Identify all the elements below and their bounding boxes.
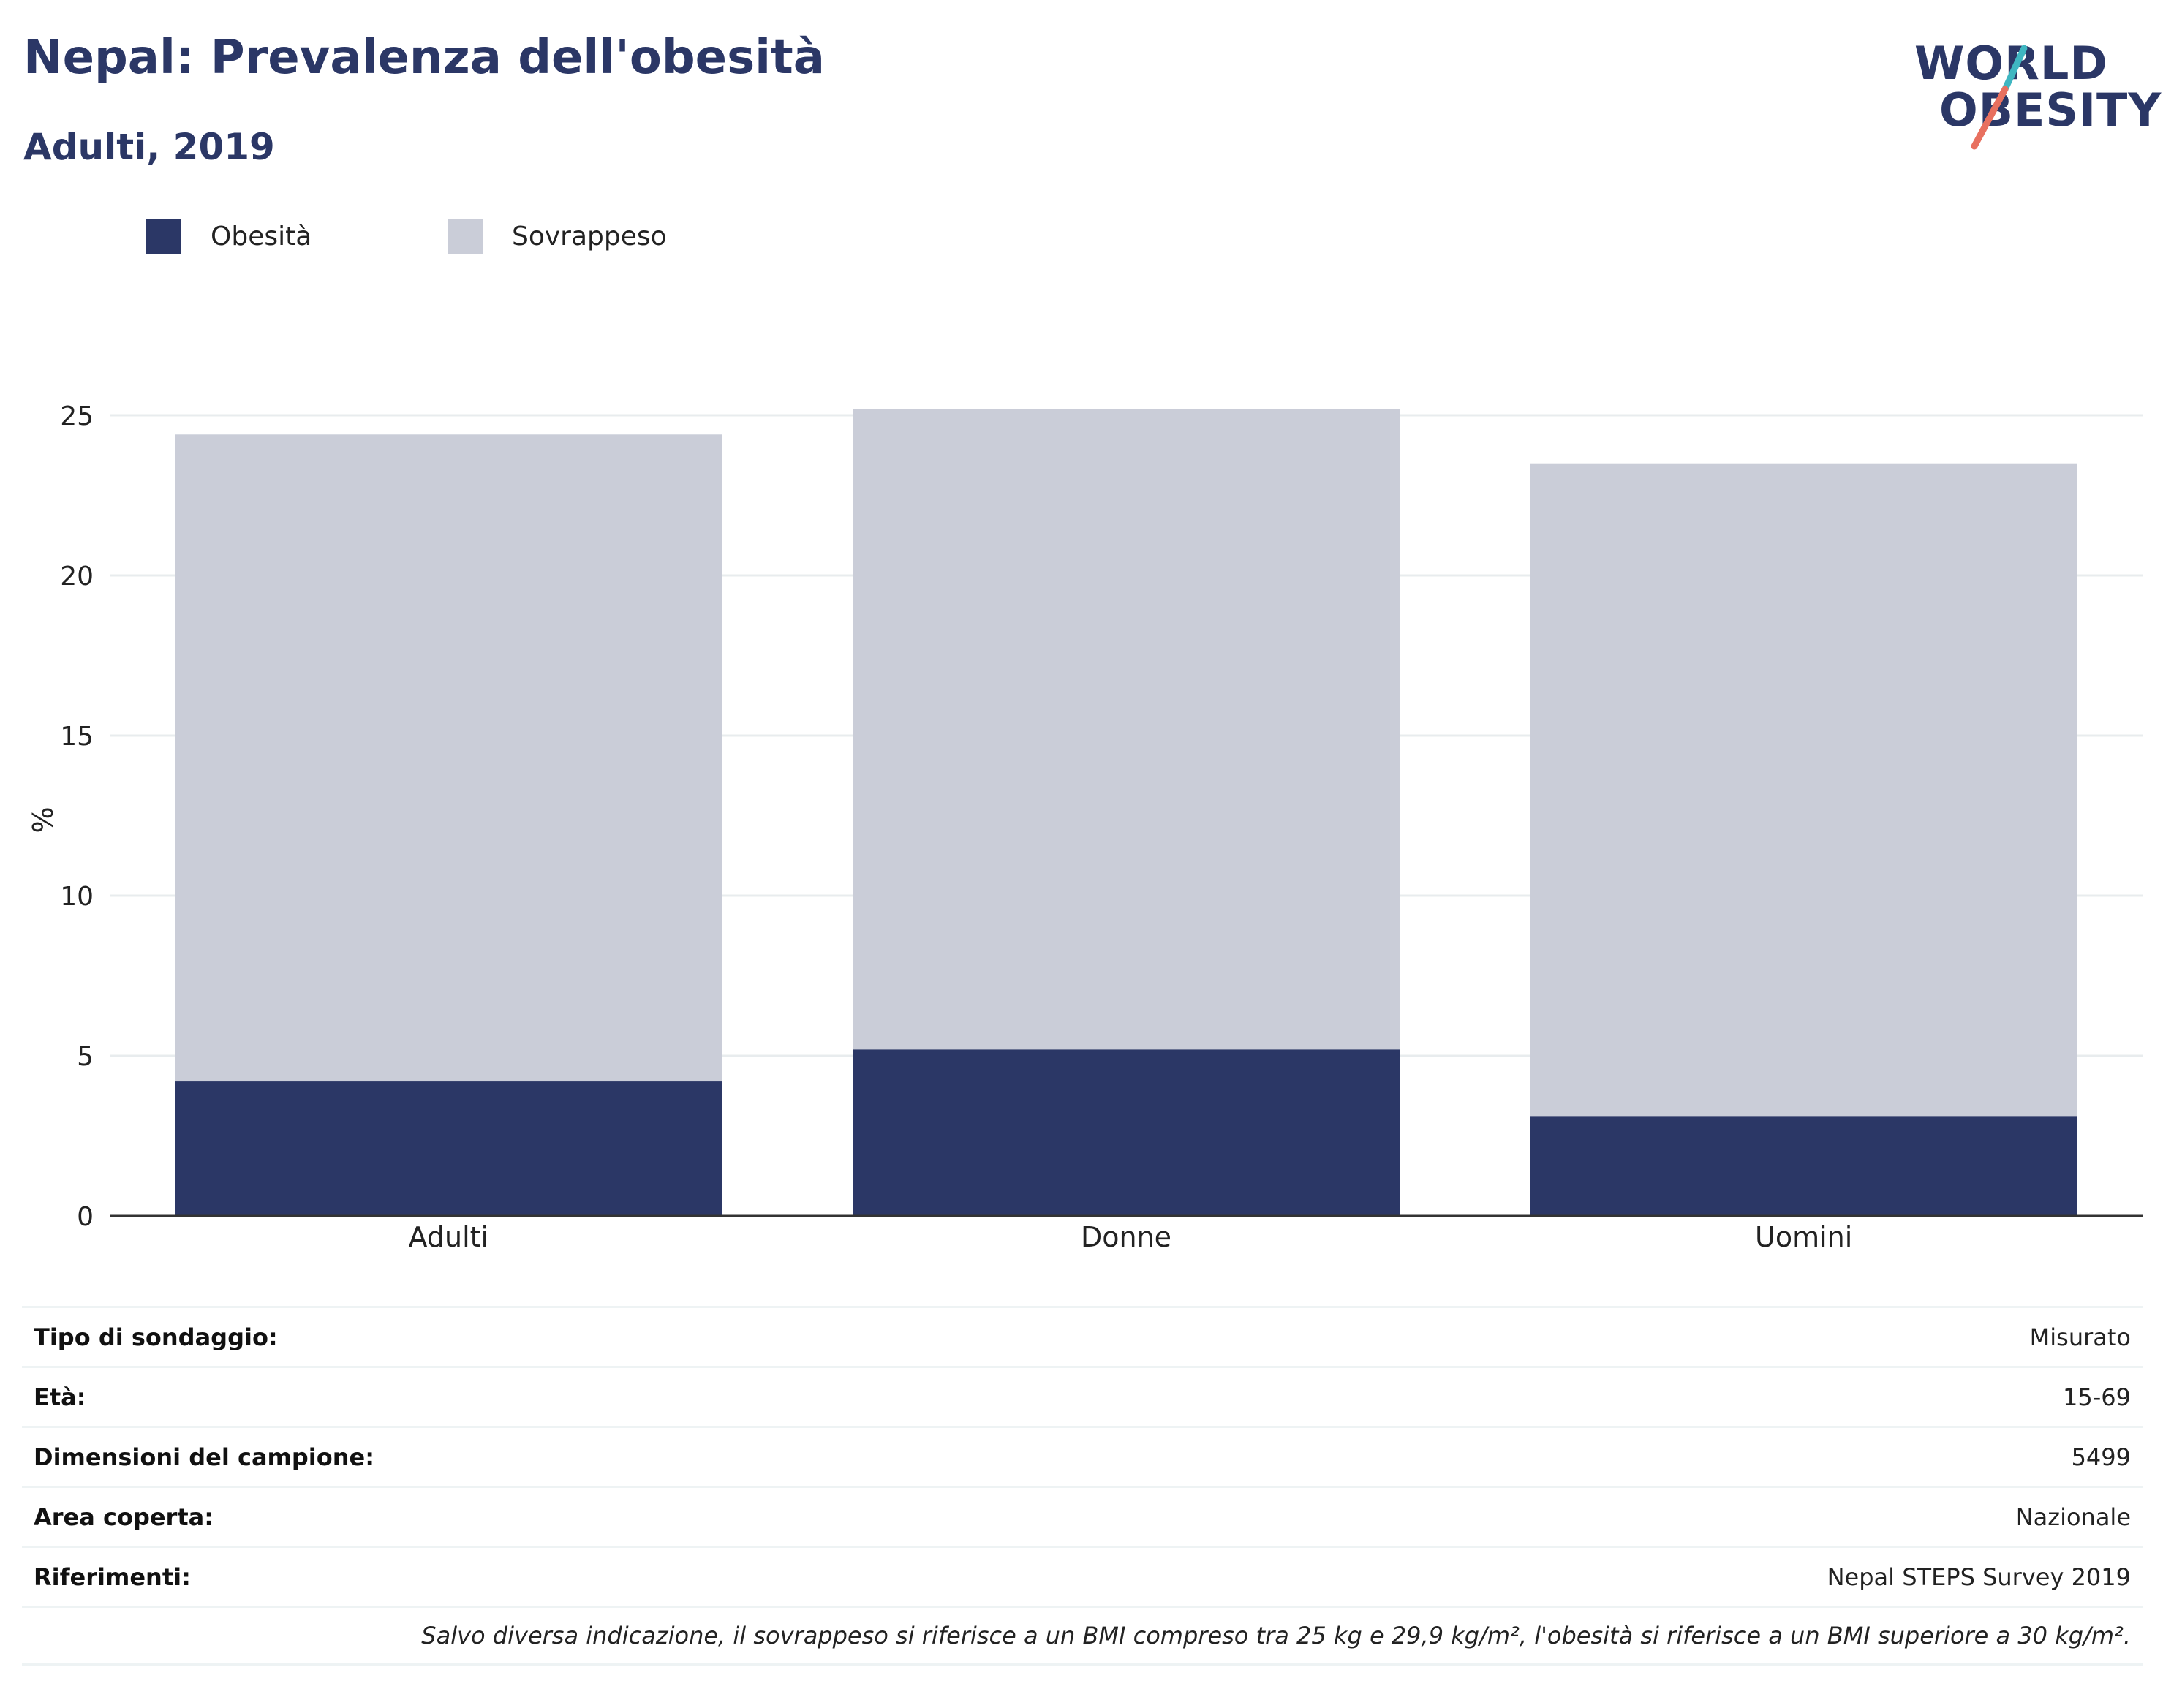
info-value: Nazionale xyxy=(2015,1503,2131,1531)
footnote-row: Salvo diversa indicazione, il sovrappeso… xyxy=(22,1606,2143,1666)
info-row-area: Area coperta: Nazionale xyxy=(22,1486,2143,1546)
bar-segment-obesity xyxy=(175,1081,722,1216)
bar-segment-obesity xyxy=(1530,1116,2077,1216)
y-tick-label: 10 xyxy=(60,882,94,912)
info-value: Nepal STEPS Survey 2019 xyxy=(1827,1562,2131,1591)
legend-label-obesity: Obesità xyxy=(211,221,312,252)
y-axis-label: % xyxy=(27,806,59,833)
info-value: Misurato xyxy=(2029,1323,2131,1351)
x-tick-label: Donne xyxy=(1081,1221,1171,1253)
info-value: 15-69 xyxy=(2063,1383,2131,1411)
y-tick-label: 0 xyxy=(77,1202,94,1232)
info-row-references: Riferimenti: Nepal STEPS Survey 2019 xyxy=(22,1546,2143,1606)
legend-swatch-overweight xyxy=(448,219,483,254)
info-key: Area coperta: xyxy=(34,1503,214,1531)
info-key: Tipo di sondaggio: xyxy=(34,1323,278,1351)
info-key: Riferimenti: xyxy=(34,1562,191,1591)
legend-item-overweight: Sovrappeso xyxy=(448,218,667,254)
bar-chart: 0 5 10 15 20 25% Adulti Donne Uomini xyxy=(27,401,2143,1253)
bar-segment-overweight xyxy=(1530,463,2077,1117)
bar-segment-overweight xyxy=(853,409,1400,1050)
y-tick-label: 25 xyxy=(60,401,94,431)
info-row-sample-size: Dimensioni del campione: 5499 xyxy=(22,1426,2143,1486)
bar-segment-overweight xyxy=(175,434,722,1082)
logo-slash-icon xyxy=(1971,45,2028,150)
y-tick-label: 5 xyxy=(77,1042,94,1072)
legend-item-obesity: Obesità xyxy=(146,218,312,254)
info-key: Età: xyxy=(34,1383,86,1411)
bmi-footnote: Salvo diversa indicazione, il sovrappeso… xyxy=(421,1622,2131,1650)
info-value: 5499 xyxy=(2071,1443,2131,1471)
world-obesity-logo: WORLD OBESITY xyxy=(1901,22,2161,154)
bar-segment-obesity xyxy=(853,1049,1400,1216)
chart-title: Nepal: Prevalenza dell'obesità xyxy=(23,31,825,85)
info-key: Dimensioni del campione: xyxy=(34,1443,375,1471)
info-row-age: Età: 15-69 xyxy=(22,1366,2143,1426)
x-tick-label: Adulti xyxy=(409,1221,489,1253)
info-row-survey-type: Tipo di sondaggio: Misurato xyxy=(22,1306,2143,1366)
logo-text-obesity: OBESITY xyxy=(1939,83,2162,137)
legend-label-overweight: Sovrappeso xyxy=(512,221,667,252)
survey-info-table: Tipo di sondaggio: Misurato Età: 15-69 D… xyxy=(22,1306,2143,1666)
y-tick-label: 20 xyxy=(60,562,94,592)
y-tick-label: 15 xyxy=(60,722,94,752)
legend-swatch-obesity xyxy=(146,219,181,254)
x-tick-label: Uomini xyxy=(1755,1221,1852,1253)
chart-subtitle: Adulti, 2019 xyxy=(23,126,275,168)
